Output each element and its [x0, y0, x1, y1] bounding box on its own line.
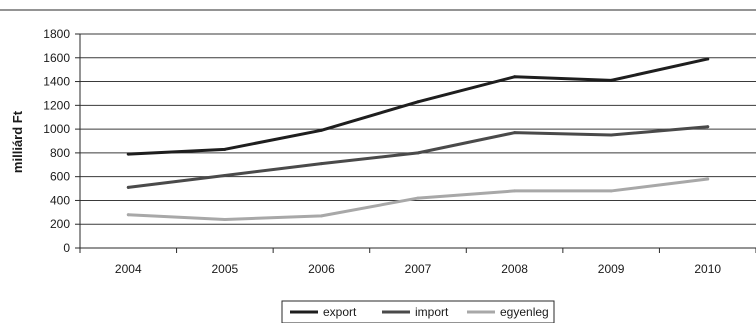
y-tick-label: 1000: [43, 122, 70, 136]
x-tick-label: 2009: [598, 262, 625, 276]
x-tick-label: 2010: [694, 262, 721, 276]
data-point-egyenleg: [319, 214, 323, 218]
data-point-export: [513, 75, 517, 79]
y-tick-label: 0: [63, 241, 70, 255]
data-point-egyenleg: [223, 217, 227, 221]
legend: export import egyenleg: [281, 300, 555, 324]
data-point-export: [126, 152, 130, 156]
data-point-egyenleg: [513, 189, 517, 193]
y-tick-label: 1600: [43, 51, 70, 65]
y-tick-label: 600: [50, 170, 70, 184]
data-point-egyenleg: [126, 213, 130, 217]
data-point-import: [126, 185, 130, 189]
data-point-import: [609, 133, 613, 137]
y-tick-label: 1200: [43, 98, 70, 112]
y-tick-label: 400: [50, 193, 70, 207]
x-tick-label: 2006: [308, 262, 335, 276]
data-point-import: [706, 125, 710, 129]
data-point-egyenleg: [609, 189, 613, 193]
axes: 0 200 400 600 800 1000 1200 1400 1600 1800 2004 200…: [43, 27, 756, 276]
legend-label-import: import: [415, 305, 449, 319]
data-point-export: [706, 57, 710, 61]
x-tick-label: 2008: [501, 262, 528, 276]
data-point-egyenleg: [706, 177, 710, 181]
series-line-import: [126, 125, 710, 189]
data-point-import: [513, 131, 517, 135]
data-point-import: [223, 173, 227, 177]
data-point-export: [609, 78, 613, 82]
series-line-export: [126, 57, 710, 156]
y-tick-label: 800: [50, 146, 70, 160]
data-point-import: [416, 151, 420, 155]
data-point-export: [319, 128, 323, 132]
data-point-import: [319, 162, 323, 166]
gridlines: [80, 33, 756, 225]
y-tick-label: 1800: [43, 27, 70, 41]
data-point-export: [416, 100, 420, 104]
series-lines: [126, 57, 710, 221]
y-axis-title: milliárd Ft: [10, 110, 25, 173]
data-point-egyenleg: [416, 196, 420, 200]
legend-label-egyenleg: egyenleg: [500, 305, 549, 319]
legend-label-export: export: [323, 305, 357, 319]
data-point-export: [223, 147, 227, 151]
y-tick-label: 200: [50, 217, 70, 231]
x-tick-label: 2004: [115, 262, 142, 276]
y-tick-label: 1400: [43, 75, 70, 89]
x-tick-label: 2005: [212, 262, 239, 276]
x-tick-label: 2007: [405, 262, 432, 276]
